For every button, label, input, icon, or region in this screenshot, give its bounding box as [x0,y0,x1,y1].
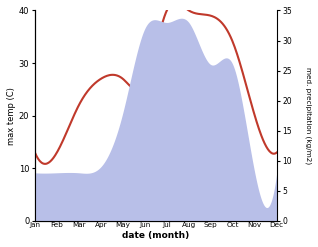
X-axis label: date (month): date (month) [122,231,190,240]
Y-axis label: max temp (C): max temp (C) [7,87,16,144]
Y-axis label: med. precipitation (kg/m2): med. precipitation (kg/m2) [305,67,311,164]
